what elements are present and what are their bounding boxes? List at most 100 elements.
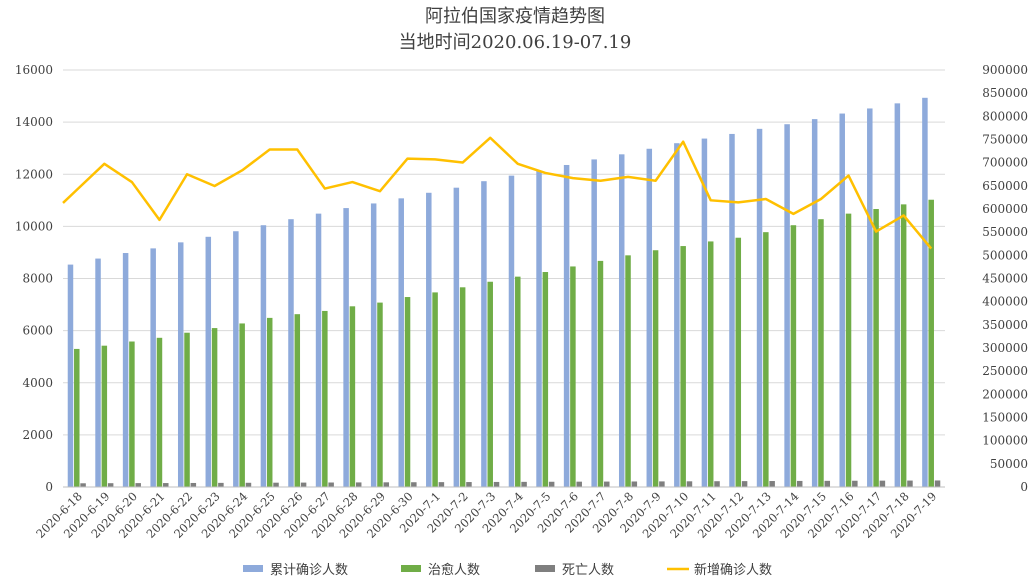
- right-axis-tick-label: 150000: [982, 411, 1028, 425]
- left-axis-tick-label: 4000: [22, 376, 53, 390]
- bar-recovered: [818, 219, 824, 487]
- bar-deaths: [300, 482, 307, 487]
- bar-recovered: [928, 199, 934, 487]
- right-axis-tick-label: 250000: [982, 364, 1028, 378]
- right-axis-tick-label: 200000: [982, 387, 1028, 401]
- bar-deaths: [218, 482, 224, 487]
- bar-deaths: [190, 482, 197, 487]
- bar-recovered: [184, 332, 190, 487]
- right-axis-tick-label: 750000: [982, 133, 1028, 147]
- bar-recovered: [542, 272, 549, 487]
- bar-cumulative: [205, 236, 212, 487]
- bar-recovered: [129, 341, 135, 487]
- bar-deaths: [163, 483, 169, 487]
- right-axis-tick-label: 650000: [982, 179, 1028, 193]
- bar-cumulative: [67, 264, 74, 487]
- bar-deaths: [796, 480, 803, 487]
- right-axis-tick-label: 50000: [990, 457, 1028, 471]
- bar-recovered: [322, 310, 328, 487]
- x-axis: 2020-6-182020-6-192020-6-202020-6-212020…: [33, 486, 945, 541]
- left-axis-tick-label: 16000: [15, 63, 53, 77]
- bar-cumulative: [95, 258, 101, 487]
- bar-cumulative: [839, 113, 845, 487]
- bar-recovered: [570, 266, 576, 487]
- legend-label: 死亡人数: [562, 563, 614, 578]
- bar-cumulative: [233, 231, 239, 487]
- bar-recovered: [156, 337, 163, 487]
- bar-deaths: [879, 480, 886, 487]
- line-series-group: [62, 136, 933, 250]
- bar-deaths: [548, 481, 555, 487]
- bar-cumulative: [811, 119, 818, 487]
- legend-label: 治愈人数: [428, 563, 480, 578]
- bar-recovered: [487, 281, 493, 487]
- bar-deaths: [521, 481, 527, 487]
- bar-cumulative: [618, 154, 625, 487]
- right-axis-tick-label: 550000: [982, 225, 1028, 239]
- right-y-axis: 0 50000 100000 150000 200000 250000 300000 3500…: [982, 63, 1028, 494]
- bar-cumulative: [177, 242, 184, 487]
- bar-cumulative: [343, 208, 349, 487]
- bar-deaths: [273, 482, 279, 487]
- legend-label: 新增确诊人数: [694, 562, 772, 578]
- bar-recovered: [873, 209, 879, 487]
- left-axis-tick-label: 6000: [22, 324, 53, 338]
- bar-cumulative: [150, 248, 156, 487]
- left-axis-tick-label: 2000: [22, 428, 53, 442]
- bar-recovered: [74, 348, 80, 487]
- right-axis-tick-label: 450000: [982, 272, 1028, 286]
- left-axis-tick-label: 8000: [22, 272, 53, 286]
- line-new-confirmed: [62, 136, 933, 250]
- bar-recovered: [239, 323, 245, 487]
- left-y-axis: 0 2000 4000 6000 8000 10000 12000 14000 16000: [15, 63, 53, 494]
- bar-recovered: [515, 276, 521, 487]
- bar-cumulative: [288, 219, 294, 487]
- bar-recovered: [652, 250, 659, 487]
- right-axis-tick-label: 300000: [982, 341, 1028, 355]
- bar-deaths: [328, 482, 334, 487]
- left-axis-tick-label: 14000: [15, 115, 53, 129]
- bar-recovered: [597, 260, 604, 487]
- right-axis-tick-label: 0: [1020, 480, 1028, 494]
- right-axis-tick-label: 100000: [982, 434, 1028, 448]
- bar-recovered: [625, 255, 631, 487]
- bar-cumulative: [729, 133, 735, 487]
- chart-subtitle: 当地时间2020.06.19-07.19: [399, 32, 632, 53]
- left-axis-tick-label: 10000: [15, 219, 53, 233]
- bar-recovered: [680, 246, 686, 487]
- right-axis-tick-label: 700000: [982, 156, 1028, 170]
- bar-deaths: [686, 481, 693, 487]
- bar-deaths: [245, 482, 252, 487]
- right-axis-tick-label: 900000: [982, 63, 1028, 77]
- bar-deaths: [135, 483, 141, 487]
- bar-deaths: [907, 480, 913, 487]
- bar-cumulative: [867, 108, 873, 487]
- bar-cumulative: [370, 203, 377, 487]
- bar-cumulative: [701, 138, 708, 487]
- bar-recovered: [377, 302, 383, 487]
- bar-recovered: [459, 287, 466, 487]
- bar-recovered: [900, 204, 907, 487]
- bar-cumulative: [646, 148, 653, 487]
- bar-recovered: [707, 241, 714, 487]
- bar-cumulative: [315, 213, 322, 487]
- bar-cumulative: [426, 192, 432, 488]
- legend-swatch: [243, 565, 263, 572]
- bar-recovered: [432, 292, 438, 487]
- bar-cumulative: [756, 128, 763, 488]
- right-axis-tick-label: 400000: [982, 295, 1028, 309]
- bar-cumulative: [563, 164, 570, 487]
- bar-deaths: [438, 482, 445, 487]
- bar-recovered: [845, 213, 852, 487]
- chart-title: 阿拉伯国家疫情趋势图: [425, 6, 605, 27]
- legend-swatch: [535, 565, 555, 572]
- bar-cumulative: [260, 225, 267, 487]
- right-axis-tick-label: 850000: [982, 86, 1028, 100]
- legend: 累计确诊人数 治愈人数 死亡人数 新增确诊人数: [243, 562, 772, 578]
- bar-cumulative: [536, 170, 542, 487]
- right-axis-tick-label: 350000: [982, 318, 1028, 332]
- right-axis-tick-label: 800000: [982, 109, 1028, 123]
- bar-cumulative: [398, 198, 404, 488]
- bar-cumulative: [591, 159, 597, 487]
